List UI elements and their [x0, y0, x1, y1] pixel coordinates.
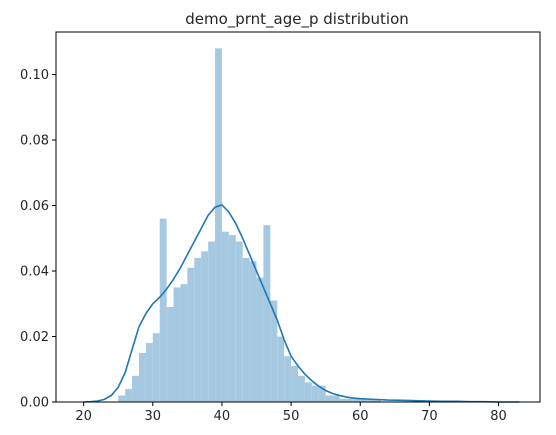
y-axis: 0.00 0.02 0.04 0.06 0.08 0.10 — [20, 68, 56, 411]
histogram-bar — [298, 375, 305, 402]
x-axis: 20 30 40 50 60 70 80 — [75, 402, 507, 424]
histogram-bar — [173, 287, 181, 402]
histogram-bar — [332, 395, 340, 402]
histogram-bar — [152, 333, 160, 402]
histogram-bar — [374, 398, 381, 402]
histogram-bar — [270, 300, 278, 402]
y-tick-label: 0.06 — [20, 199, 49, 214]
histogram-bar — [256, 277, 264, 402]
histogram-bar — [318, 385, 326, 402]
histogram-bar — [187, 267, 195, 402]
x-tick-label: 70 — [421, 409, 438, 424]
histogram-bar — [304, 382, 312, 402]
x-tick-label: 20 — [75, 409, 92, 424]
histogram-bar — [194, 257, 202, 402]
histogram-bar — [346, 398, 354, 402]
histogram-bar — [208, 241, 216, 402]
histogram-bar — [228, 235, 236, 402]
histogram-bar — [353, 398, 361, 402]
histogram-bar — [367, 398, 375, 402]
histogram-bar — [180, 284, 188, 402]
histogram-bar — [249, 261, 257, 402]
histogram-bar — [166, 307, 174, 402]
histogram-bar — [235, 241, 243, 402]
y-tick-label: 0.04 — [20, 265, 49, 280]
plot-frame — [55, 31, 541, 403]
histogram-bar — [159, 218, 167, 402]
histogram-bar — [263, 225, 271, 402]
histogram-bar — [339, 398, 347, 402]
histogram-bar — [221, 231, 229, 402]
histogram-bar — [201, 251, 209, 402]
x-tick-label: 60 — [352, 409, 369, 424]
x-tick-label: 50 — [283, 409, 300, 424]
histogram-bar — [277, 336, 285, 402]
histogram-bar — [291, 365, 298, 402]
x-tick-label: 80 — [490, 409, 507, 424]
histogram-bar — [138, 352, 146, 402]
histogram-bar — [325, 395, 333, 402]
histogram-bar — [284, 356, 292, 402]
y-tick-label: 0.00 — [20, 396, 49, 411]
histogram-bar — [360, 398, 368, 402]
histogram-bar — [125, 388, 133, 402]
kde-line — [83, 203, 520, 403]
y-tick-label: 0.08 — [20, 134, 49, 149]
plot-area — [83, 48, 520, 403]
x-tick-label: 30 — [145, 409, 162, 424]
y-tick-label: 0.02 — [20, 330, 49, 345]
histogram-bar — [215, 48, 222, 403]
histogram-bar — [145, 343, 153, 402]
histogram-bar — [242, 257, 250, 402]
histogram-bar — [132, 375, 139, 402]
x-tick-label: 40 — [214, 409, 231, 424]
y-tick-label: 0.10 — [20, 68, 49, 83]
histogram-bar — [311, 385, 319, 402]
histogram-bar — [118, 395, 126, 402]
chart-title: demo_prnt_age_p distribution — [185, 10, 409, 29]
